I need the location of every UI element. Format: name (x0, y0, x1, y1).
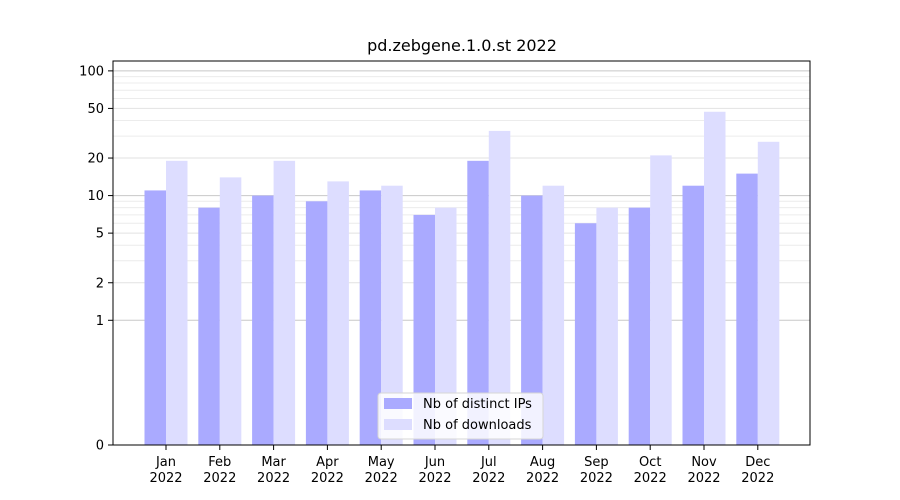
legend-label: Nb of downloads (423, 418, 532, 433)
bar-downloads (273, 160, 296, 445)
x-tick-label: Jan 2022 (149, 455, 182, 486)
bar-downloads (327, 181, 349, 445)
bar-distinct-ips (198, 207, 220, 445)
bar-distinct-ips (628, 207, 651, 445)
y-tick-label: 1 (96, 314, 104, 329)
bar-downloads (704, 111, 726, 445)
legend-swatch (384, 398, 412, 409)
x-tick-label: May 2022 (365, 455, 398, 486)
bar-downloads (219, 177, 242, 445)
bar-distinct-ips (521, 195, 543, 445)
x-axis: Jan 2022 Feb 2022 Mar 2022 Apr 2022 May 2022 Jun 20… (149, 445, 774, 486)
x-tick-label: Mar 2022 (257, 455, 290, 486)
y-tick-label: 100 (79, 64, 104, 79)
y-tick-label: 5 (96, 227, 104, 242)
bar-downloads (381, 185, 403, 445)
x-tick-label: Dec 2022 (741, 455, 774, 486)
bar-distinct-ips (144, 190, 166, 445)
bar-distinct-ips (359, 190, 382, 445)
y-tick-label: 50 (87, 102, 104, 117)
legend-label: Nb of distinct IPs (423, 397, 532, 412)
bar-distinct-ips (252, 195, 274, 445)
x-tick-label: Nov 2022 (687, 455, 720, 486)
bar-downloads (596, 207, 618, 445)
x-tick-label: Jul 2022 (472, 455, 505, 486)
x-tick-label: Sep 2022 (580, 455, 613, 486)
x-tick-label: Aug 2022 (526, 455, 559, 486)
bar-downloads (650, 155, 672, 445)
bar-distinct-ips (467, 160, 489, 445)
x-tick-label: Jun 2022 (418, 455, 451, 486)
y-axis: 0 1 2 5 10 20 50 100 (79, 64, 113, 454)
legend: Nb of distinct IPs Nb of downloads (377, 392, 544, 440)
bar-distinct-ips (413, 214, 435, 445)
bar-downloads (166, 160, 188, 445)
bar-distinct-ips (574, 223, 597, 445)
legend-box (377, 392, 544, 440)
y-tick-label: 20 (87, 152, 104, 167)
bar-distinct-ips (736, 173, 758, 445)
bars (144, 111, 780, 445)
bar-downloads (488, 130, 511, 445)
x-tick-label: Apr 2022 (311, 455, 344, 486)
bar-distinct-ips (305, 201, 328, 445)
legend-swatch (384, 419, 412, 430)
x-tick-label: Feb 2022 (203, 455, 236, 486)
bar-downloads (542, 185, 565, 445)
y-tick-label: 2 (96, 276, 104, 291)
y-tick-label: 10 (87, 189, 104, 204)
chart-title: pd.zebgene.1.0.st 2022 (367, 36, 557, 55)
x-tick-label: Oct 2022 (634, 455, 667, 486)
y-tick-label: 0 (96, 439, 104, 454)
bar-downloads (435, 207, 457, 445)
bar-distinct-ips (682, 185, 704, 445)
plot-frame (112, 60, 811, 446)
bar-downloads (757, 141, 780, 445)
